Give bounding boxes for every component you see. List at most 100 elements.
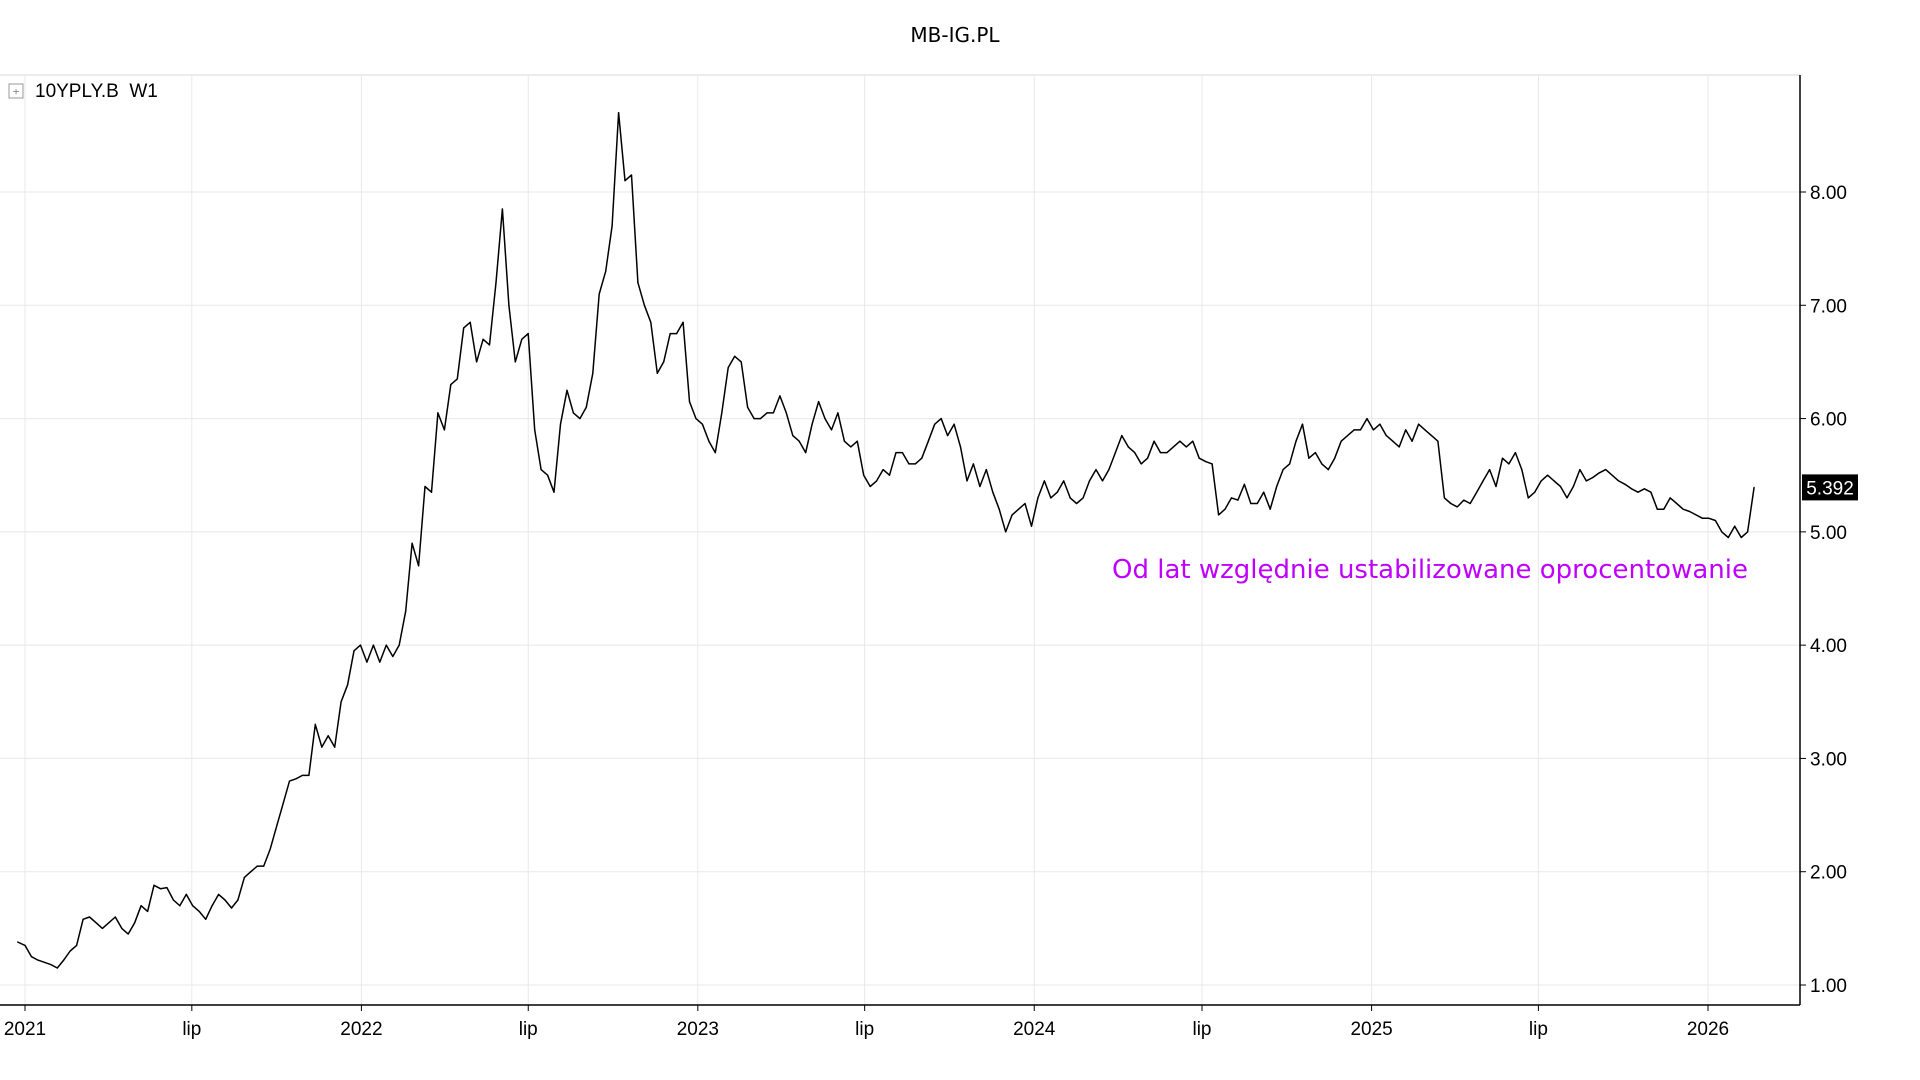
data-point [1521,469,1523,471]
data-point [830,429,833,431]
expand-icon[interactable] [8,83,24,99]
data-point [1069,497,1071,499]
data-point [24,944,26,947]
chart-title: MB-IG.PL [910,23,1000,47]
data-point [540,469,542,471]
data-point [1114,452,1116,454]
data-point [218,893,220,896]
data-point [1527,497,1529,499]
data-point [379,661,381,663]
data-point [424,485,426,488]
data-point [1566,497,1568,499]
data-point [1392,440,1394,442]
y-tick-label: 8.00 [1810,183,1847,204]
data-point [437,412,439,414]
data-point [1269,508,1271,510]
data-point [237,899,239,901]
data-point [56,967,58,969]
data-point [30,956,33,958]
x-tick-label: lip [182,1019,201,1040]
data-point [1734,525,1736,527]
data-point [1308,457,1310,459]
data-point [321,746,323,748]
data-point [734,355,736,357]
data-point [927,440,929,442]
data-point [888,474,891,476]
data-point [230,907,233,909]
legend-label: 10YPLY.B W1 [35,81,158,102]
data-point [1740,536,1742,539]
data-point [398,644,400,646]
data-point [624,180,626,182]
data-point [153,884,155,886]
data-point [1385,435,1387,437]
data-point [611,225,613,227]
data-points [17,112,1755,969]
data-point [843,440,846,442]
data-point [147,910,149,913]
last-value-label: 5.392 [1806,478,1854,499]
data-point [1495,485,1497,488]
data-point [205,918,207,920]
x-tick-label: 2024 [1013,1019,1056,1040]
data-point [1005,531,1007,533]
data-point [508,304,510,306]
data-point [353,650,355,652]
data-point [798,440,800,442]
data-point [1721,531,1723,533]
x-axis: 2021 lip 2022 lip 2023 lip 2024 lip 2025 lip 2026 [0,1004,1800,1040]
data-point [818,401,820,403]
x-tick-label: lip [1529,1019,1548,1040]
data-point [359,644,362,646]
data-point [185,893,187,896]
data-point [1301,423,1304,425]
data-point [1024,502,1026,505]
data-point [856,440,858,442]
data-point [1295,440,1297,442]
x-tick-label: 2023 [677,1019,719,1040]
data-point [269,848,271,850]
data-point [211,905,213,907]
data-point [50,964,52,966]
y-tick-label: 2.00 [1810,863,1847,884]
data-point [372,644,374,646]
data-point [1592,476,1594,479]
data-point [534,429,536,431]
data-point [1398,446,1400,448]
data-point [1056,491,1058,493]
data-point [1101,480,1104,482]
data-point [385,644,387,646]
data-point [1224,508,1226,510]
data-point [1553,480,1555,482]
data-point [747,406,749,408]
data-point [1476,491,1478,493]
data-point [579,418,581,420]
data-point [753,418,755,420]
data-point [1230,497,1233,499]
data-point [1753,486,1755,488]
data-point [1198,457,1200,459]
data-point [1276,485,1278,488]
data-point [663,361,665,363]
last-value-badge: 5.392 [1802,474,1858,501]
data-point [327,735,329,737]
last-value-box [1802,474,1858,501]
data-point [1327,469,1329,471]
data-point [1050,497,1052,499]
data-point [1695,514,1697,516]
data-point [1508,463,1510,465]
data-point [1321,463,1323,465]
data-point [450,384,452,386]
grid [0,75,1800,1005]
data-point [688,401,691,403]
data-point [1314,452,1316,454]
data-point [1598,472,1600,474]
data-point [1127,446,1129,448]
data-point [140,905,142,907]
data-point [559,423,562,425]
data-point [901,452,904,454]
x-tick-label: 2026 [1687,1019,1729,1040]
data-point [1011,514,1013,516]
data-point [669,333,671,335]
